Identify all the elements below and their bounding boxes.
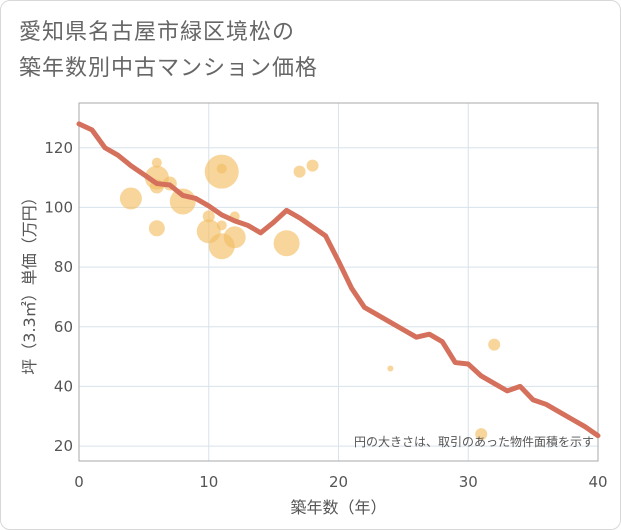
y-axis-label: 坪（3.3㎡）単価（万円） — [20, 189, 39, 374]
x-axis-label: 築年数（年） — [290, 498, 386, 517]
y-tick-label: 20 — [54, 437, 73, 455]
bubble-point — [216, 163, 227, 174]
x-tick-label: 0 — [74, 473, 84, 491]
grid-lines — [78, 103, 599, 461]
x-tick-label: 10 — [199, 473, 218, 491]
bubble-point — [151, 157, 162, 168]
bubble-point — [306, 159, 319, 172]
bubble-series — [119, 154, 501, 441]
bubble-point — [475, 428, 488, 441]
bubble-point — [119, 187, 142, 210]
bubble-point — [216, 220, 227, 231]
bubble-point — [273, 230, 300, 257]
x-tick-label: 40 — [588, 473, 607, 491]
plot-area-border — [78, 102, 599, 462]
bubble-point — [202, 210, 215, 223]
x-tick-label: 30 — [459, 473, 478, 491]
y-tick-label: 40 — [54, 377, 73, 395]
bubble-point — [148, 220, 165, 237]
bubble-point — [223, 226, 246, 249]
chart-title: 愛知県名古屋市緑区境松の 築年数別中古マンション価格 — [19, 15, 318, 87]
bubble-point — [387, 365, 394, 372]
chart-title-line-1: 愛知県名古屋市緑区境松の — [19, 20, 296, 45]
trend-line — [76, 121, 601, 439]
bubble-point — [488, 338, 501, 351]
bubble-size-note: 円の大きさは、取引のあった物件面積を示す — [354, 434, 594, 449]
bubble-point — [293, 165, 306, 178]
chart-title-line-2: 築年数別中古マンション価格 — [19, 56, 319, 81]
x-tick-label: 20 — [329, 473, 348, 491]
y-tick-label: 60 — [54, 318, 73, 336]
y-tick-label: 100 — [44, 198, 73, 216]
y-tick-label: 80 — [54, 258, 73, 276]
y-tick-label: 120 — [44, 139, 73, 157]
trend-line-series — [76, 121, 601, 439]
axis-ticks: 0 10 20 30 40 20 40 60 80 100 120 — [44, 139, 607, 491]
